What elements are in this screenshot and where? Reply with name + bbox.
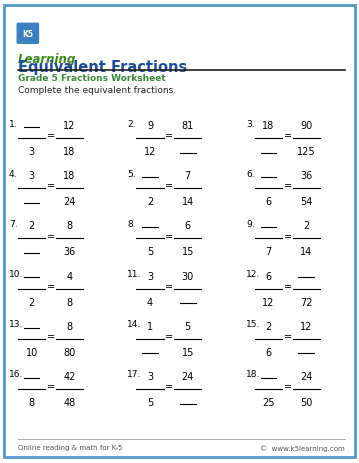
Text: 17.: 17.	[127, 369, 142, 379]
Text: =: =	[284, 231, 292, 241]
Text: 80: 80	[63, 347, 75, 357]
Text: Online reading & math for K-5: Online reading & math for K-5	[18, 444, 122, 450]
Text: 12: 12	[300, 321, 312, 331]
Text: =: =	[165, 231, 173, 241]
Text: 72: 72	[300, 297, 312, 307]
Text: 4: 4	[147, 297, 153, 307]
Text: 3.: 3.	[246, 119, 255, 129]
Text: 8: 8	[66, 297, 73, 307]
Text: 4: 4	[66, 271, 73, 281]
Text: 3: 3	[28, 147, 35, 157]
Text: 30: 30	[182, 271, 194, 281]
Text: 12: 12	[63, 121, 75, 131]
Text: 42: 42	[63, 371, 75, 381]
Text: 6: 6	[185, 221, 191, 231]
Text: Grade 5 Fractions Worksheet: Grade 5 Fractions Worksheet	[18, 74, 166, 82]
Text: =: =	[284, 331, 292, 341]
Text: 13.: 13.	[9, 319, 23, 329]
Text: 7.: 7.	[9, 219, 18, 229]
Text: 12: 12	[144, 147, 156, 157]
Text: 24: 24	[300, 371, 312, 381]
Text: 10: 10	[25, 347, 38, 357]
Text: =: =	[47, 331, 55, 341]
Text: 5: 5	[147, 397, 153, 407]
Text: Complete the equivalent fractions.: Complete the equivalent fractions.	[18, 86, 176, 94]
Text: 18: 18	[262, 121, 275, 131]
Text: 7: 7	[185, 171, 191, 181]
Text: 14.: 14.	[127, 319, 142, 329]
Text: 18: 18	[63, 171, 75, 181]
Text: =: =	[284, 281, 292, 291]
Text: =: =	[47, 131, 55, 141]
Text: 54: 54	[300, 197, 312, 207]
Text: 7: 7	[265, 247, 272, 257]
Text: 11.: 11.	[127, 269, 142, 279]
Text: 5: 5	[185, 321, 191, 331]
Text: 1: 1	[147, 321, 153, 331]
Text: 18.: 18.	[246, 369, 260, 379]
Text: 8: 8	[28, 397, 35, 407]
Text: 8: 8	[66, 221, 73, 231]
Text: 36: 36	[63, 247, 75, 257]
Text: 18: 18	[63, 147, 75, 157]
Text: 6: 6	[265, 197, 272, 207]
Text: 2: 2	[265, 321, 272, 331]
Text: 2: 2	[28, 297, 35, 307]
Text: 10.: 10.	[9, 269, 23, 279]
Text: 12: 12	[262, 297, 275, 307]
Text: =: =	[284, 131, 292, 141]
Text: 90: 90	[300, 121, 312, 131]
Text: 9.: 9.	[246, 219, 255, 229]
Text: Equivalent Fractions: Equivalent Fractions	[18, 60, 187, 75]
Text: =: =	[47, 181, 55, 191]
Text: =: =	[165, 131, 173, 141]
Text: =: =	[47, 231, 55, 241]
Text: ©  www.k5learning.com: © www.k5learning.com	[260, 444, 345, 451]
Text: 9: 9	[147, 121, 153, 131]
Text: 125: 125	[297, 147, 316, 157]
Text: =: =	[165, 281, 173, 291]
Text: 3: 3	[147, 371, 153, 381]
Text: 50: 50	[300, 397, 312, 407]
Text: K5: K5	[22, 30, 33, 39]
Text: 5: 5	[147, 247, 153, 257]
Text: 3: 3	[28, 171, 35, 181]
Text: =: =	[47, 281, 55, 291]
Text: =: =	[165, 381, 173, 391]
Text: 1.: 1.	[9, 119, 18, 129]
Text: 5.: 5.	[127, 169, 136, 179]
Text: 3: 3	[147, 271, 153, 281]
Text: 15.: 15.	[246, 319, 260, 329]
FancyBboxPatch shape	[17, 24, 39, 45]
Text: Learning: Learning	[18, 53, 76, 66]
Text: =: =	[47, 381, 55, 391]
Text: 15: 15	[182, 247, 194, 257]
Text: 2: 2	[147, 197, 153, 207]
FancyBboxPatch shape	[4, 6, 355, 457]
Text: 24: 24	[182, 371, 194, 381]
Text: 81: 81	[182, 121, 194, 131]
Text: 15: 15	[182, 347, 194, 357]
Text: =: =	[284, 181, 292, 191]
Text: 8: 8	[66, 321, 73, 331]
Text: 8.: 8.	[127, 219, 136, 229]
Text: 2: 2	[28, 221, 35, 231]
Text: 36: 36	[300, 171, 312, 181]
Text: 6.: 6.	[246, 169, 255, 179]
Text: =: =	[284, 381, 292, 391]
Text: 16.: 16.	[9, 369, 23, 379]
Text: 48: 48	[63, 397, 75, 407]
Text: 2: 2	[303, 221, 309, 231]
Text: 6: 6	[265, 347, 272, 357]
Text: 12.: 12.	[246, 269, 260, 279]
Text: 4.: 4.	[9, 169, 18, 179]
Text: 6: 6	[265, 271, 272, 281]
Text: 2.: 2.	[127, 119, 136, 129]
Text: =: =	[165, 331, 173, 341]
Text: 14: 14	[300, 247, 312, 257]
Text: =: =	[165, 181, 173, 191]
Text: 25: 25	[262, 397, 275, 407]
Text: 14: 14	[182, 197, 194, 207]
Text: 24: 24	[63, 197, 75, 207]
